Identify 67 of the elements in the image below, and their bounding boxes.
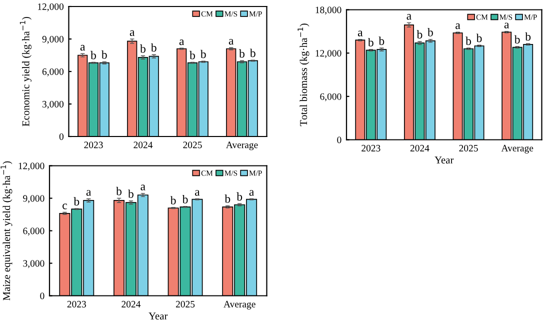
y-tick-label: 0 [40, 292, 44, 300]
data-label: b [525, 32, 531, 41]
x-tick-label: Average [224, 300, 256, 310]
x-tick-label: 2023 [362, 144, 380, 152]
data-label: a [130, 30, 135, 36]
data-label: b [200, 50, 206, 58]
y-tick-label: 12,000 [38, 3, 64, 12]
y-tick-label: 0 [337, 136, 342, 144]
data-label: a [504, 22, 510, 28]
data-label: a [86, 190, 92, 196]
y-tick-label: 12,000 [18, 162, 44, 171]
data-label: a [179, 40, 184, 46]
data-label: b [476, 34, 482, 42]
data-label: b [116, 186, 122, 196]
data-label: a [358, 30, 363, 36]
y-tick-label: 9,000 [23, 195, 44, 204]
data-label: b [101, 50, 107, 59]
x-tick-label: 2023 [67, 300, 86, 308]
y-tick-label: 3,000 [23, 260, 44, 268]
x-tick-label: 2025 [183, 142, 202, 148]
y-axis-title: Total biomass (kg·ha$^{−1}$) [298, 24, 310, 126]
data-label: b [90, 50, 96, 60]
data-label: b [514, 35, 520, 44]
y-tick-label: 12,000 [316, 50, 342, 58]
x-tick-label: 2025 [459, 144, 478, 152]
x-tick-label: 2024 [410, 144, 430, 152]
x-tick-label: Average [501, 144, 534, 154]
data-label: a [406, 14, 412, 20]
data-label: b [150, 43, 156, 52]
data-label: b [190, 50, 195, 60]
x-tick-label: Average [226, 142, 258, 150]
data-label: a [228, 38, 234, 45]
x-tick-label: 2025 [176, 300, 195, 308]
data-label: a [195, 190, 200, 196]
x-tick-label: 2024 [134, 142, 153, 148]
data-label: b [466, 36, 472, 45]
data-label: b [224, 194, 230, 203]
data-label: a [140, 184, 146, 190]
y-tick-label: 9,000 [42, 36, 64, 44]
x-tick-label: 2023 [84, 142, 103, 148]
data-label: b [239, 49, 244, 58]
y-axis-title: Maize equivalent yield (kg·ha$^{−1}$) [0, 161, 12, 300]
data-label: a [456, 23, 460, 30]
y-tick-label: 6,000 [23, 228, 44, 236]
data-label: b [428, 28, 433, 36]
y-tick-label: 6,000 [42, 68, 64, 76]
data-label: b [416, 30, 422, 38]
data-label: b [140, 44, 146, 53]
y-tick-label: 0 [59, 133, 64, 140]
data-label: b [170, 196, 176, 204]
y-axis-title: Economic yield (kg·ha$^{−1}$) [20, 16, 32, 126]
y-tick-label: 6,000 [320, 93, 342, 102]
x-tick-label: 2024 [122, 300, 141, 308]
data-label: b [128, 190, 134, 198]
data-label: b [236, 192, 242, 201]
data-label: b [182, 195, 188, 204]
data-label: a [80, 44, 86, 51]
data-label: b [368, 38, 374, 46]
data-label: b [250, 48, 256, 58]
data-label: a [249, 190, 254, 196]
y-tick-label: 18,000 [316, 6, 342, 15]
data-label: c [62, 204, 67, 210]
data-label: b [378, 36, 384, 45]
x-axis-title: Year [148, 312, 168, 320]
y-tick-label: 3,000 [42, 100, 64, 109]
x-axis-title: Year [434, 156, 454, 164]
data-label: b [74, 197, 80, 206]
